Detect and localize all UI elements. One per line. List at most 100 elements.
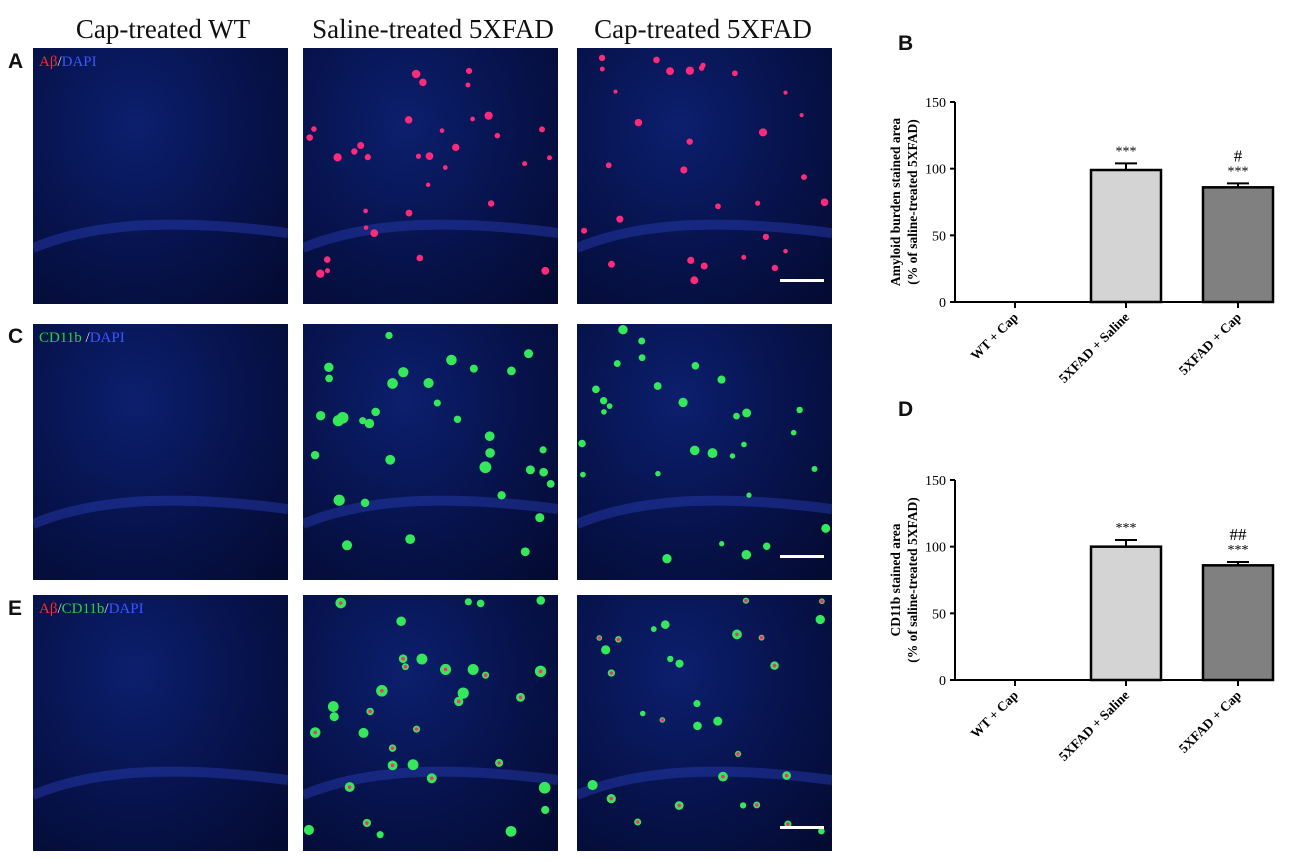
- microglia-cell: [507, 366, 516, 376]
- microglia-cell: [325, 374, 333, 383]
- tissue-texture: [577, 597, 832, 835]
- microglia-cell: [662, 554, 672, 564]
- scale-bar: [780, 555, 824, 558]
- amyloid-plaque: [680, 166, 688, 174]
- amyloid-plaque: [616, 637, 621, 642]
- amyloid-plaque: [597, 636, 602, 640]
- micrograph-row2-col1: CD11b /DAPI: [33, 324, 288, 580]
- amyloid-plaque: [487, 200, 495, 207]
- microglia-cell: [336, 411, 349, 424]
- significance-hash: ##: [1230, 525, 1248, 544]
- microglia-cell: [376, 831, 384, 839]
- micrograph-row3-col2: [303, 595, 558, 851]
- amyloid-plaque: [306, 134, 314, 141]
- hippocampus-layer: [303, 219, 558, 253]
- amyloid-plaque: [368, 709, 372, 714]
- stain-label: CD11b /DAPI: [39, 330, 125, 347]
- amyloid-plaque: [635, 820, 640, 824]
- amyloid-plaque: [660, 718, 665, 722]
- x-tick-label: WT + Cap: [968, 310, 1022, 364]
- amyloid-plaque: [687, 256, 695, 264]
- microglia-cell: [601, 409, 607, 415]
- amyloid-plaque: [416, 254, 424, 262]
- amyloid-plaque: [741, 254, 747, 260]
- microglia-cell: [638, 354, 646, 362]
- microglia-cell: [387, 378, 398, 389]
- stain-label-part: Aβ: [39, 54, 58, 70]
- stain-label-part: /: [57, 54, 62, 70]
- amyloid-plaque: [820, 599, 824, 604]
- microglia-cell: [613, 360, 621, 367]
- microglia-cell: [423, 377, 434, 389]
- y-tick-label: 0: [939, 296, 946, 311]
- amyloid-plaque: [390, 763, 395, 768]
- bar: [1201, 186, 1275, 304]
- amyloid-plaque: [608, 260, 615, 268]
- microglia-cell: [606, 403, 613, 409]
- y-tick-label: 150: [925, 96, 946, 111]
- microglia-cell: [476, 599, 485, 608]
- y-tick-label: 150: [925, 474, 946, 489]
- amyloid-plaque: [783, 248, 788, 254]
- amyloid-plaque: [613, 89, 618, 94]
- amyloid-plaque: [425, 182, 431, 188]
- microglia-cell: [484, 431, 495, 442]
- microglia-cell: [733, 412, 740, 420]
- microglia-cell: [464, 598, 472, 606]
- microglia-cell: [333, 494, 345, 506]
- panel-letter-b: B: [898, 32, 914, 55]
- amyloid-plaque: [323, 256, 331, 263]
- microglia-cell: [364, 418, 375, 429]
- amyloid-plaque: [581, 227, 588, 234]
- tissue-texture: [33, 219, 288, 253]
- microglia-cell: [359, 417, 367, 425]
- amyloid-plaque: [698, 65, 705, 71]
- hippocampus-layer: [303, 766, 558, 800]
- amyloid-plaque: [442, 165, 448, 170]
- microglia-cell: [541, 805, 550, 815]
- micrograph-row3-col3: [577, 595, 832, 851]
- bar: [1089, 545, 1163, 682]
- amyloid-plaque: [483, 673, 488, 677]
- microglia-cell: [739, 802, 747, 809]
- hippocampus-layer: [577, 219, 832, 253]
- amyloid-plaque: [465, 67, 473, 75]
- amyloid-plaque: [721, 774, 725, 779]
- panel-letter-d: D: [898, 398, 914, 421]
- microglia-cell: [746, 492, 752, 498]
- microglia-cell: [535, 513, 545, 523]
- microglia-cell: [485, 448, 495, 458]
- amyloid-plaque: [700, 262, 708, 270]
- microglia-cell: [546, 479, 555, 488]
- microglia-cell: [329, 712, 339, 722]
- microglia-cell: [457, 687, 469, 699]
- microglia-cell: [815, 614, 825, 625]
- y-axis-label: (% of saline-treated 5XFAD): [905, 497, 920, 663]
- microglia-cell: [599, 397, 608, 405]
- x-tick-label: WT + Cap: [968, 688, 1022, 742]
- amyloid-plaque: [313, 730, 318, 735]
- amyloid-plaque: [415, 153, 422, 159]
- microglia-cell: [505, 825, 517, 837]
- stain-label: Aβ/DAPI: [39, 54, 97, 71]
- amyloid-plaque: [465, 82, 471, 88]
- tissue-texture: [303, 596, 558, 839]
- microglia-cell: [693, 700, 701, 708]
- microglia-cell: [650, 626, 657, 632]
- amyloid-plaque: [758, 128, 768, 137]
- amyloid-plaque: [653, 56, 660, 64]
- amyloid-plaque: [759, 635, 764, 640]
- amyloid-plaque: [686, 138, 693, 145]
- hippocampus-layer: [33, 766, 288, 800]
- amyloid-plaque: [470, 116, 475, 122]
- tissue-texture: [577, 54, 832, 285]
- stain-label-part: /: [57, 601, 62, 617]
- microglia-cell: [407, 759, 419, 771]
- microglia-cell: [729, 453, 736, 459]
- microglia-cell: [324, 362, 334, 373]
- amyloid-plaque: [522, 161, 528, 167]
- micrograph-row1-col3: [577, 48, 832, 304]
- microglia-cell: [341, 540, 353, 551]
- y-tick-label: 50: [932, 607, 946, 622]
- amyloid-plaque: [347, 785, 352, 789]
